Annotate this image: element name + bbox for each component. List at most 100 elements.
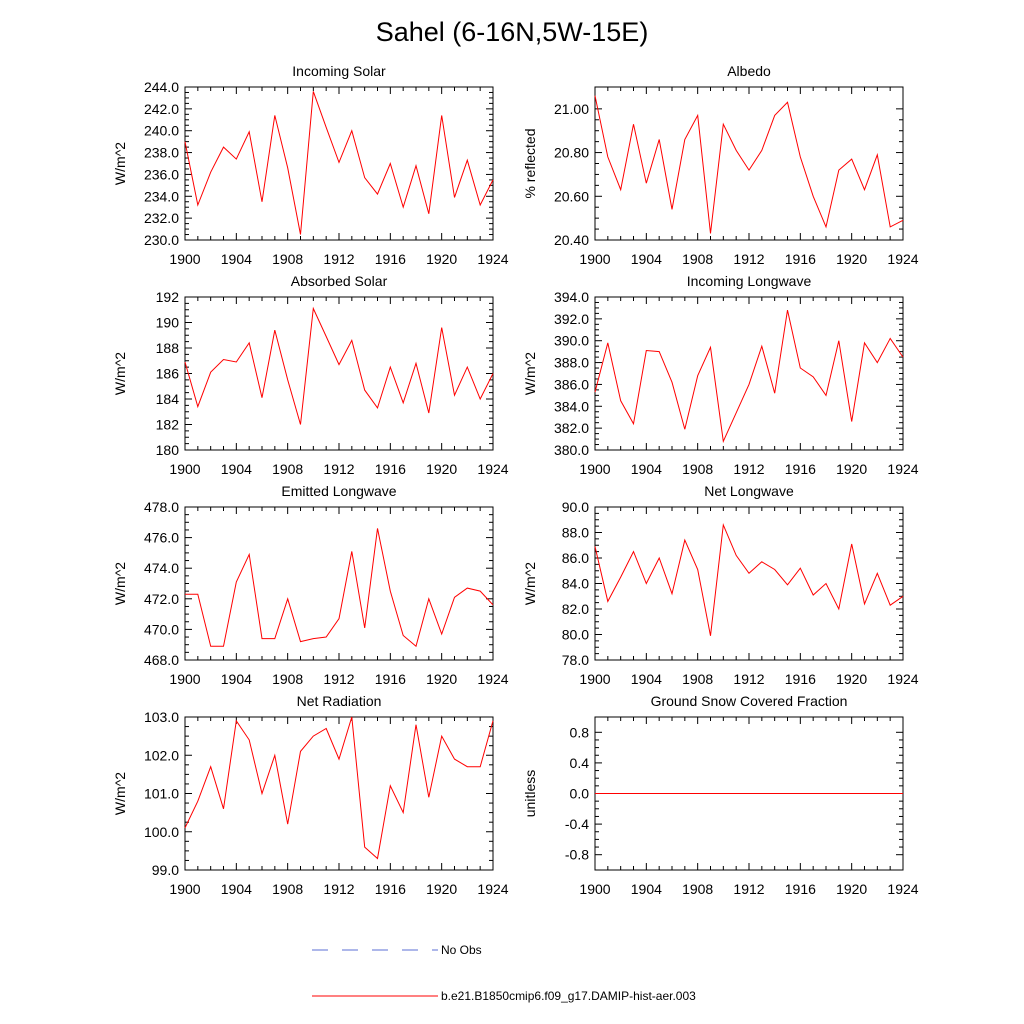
y-tick-label: 20.40 (554, 232, 589, 248)
y-tick-label: 103.0 (144, 709, 179, 725)
y-tick-label: 384.0 (554, 398, 589, 414)
y-tick-label: 21.00 (554, 101, 589, 117)
chart-panel: Albedo 1900 1904 1908 1912 1916 1920 1924 20.40 2… (522, 63, 919, 267)
panel-title: Albedo (727, 63, 771, 79)
y-axis-label: % reflected (522, 128, 538, 198)
panel-title: Net Longwave (704, 483, 794, 499)
y-axis-label: W/m^2 (112, 562, 128, 605)
y-tick-label: 180 (156, 442, 180, 458)
x-tick-label: 1924 (887, 251, 918, 267)
y-tick-label: 382.0 (554, 420, 589, 436)
y-tick-label: 20.80 (554, 145, 589, 161)
x-tick-label: 1920 (426, 461, 457, 477)
y-tick-label: 238.0 (144, 145, 179, 161)
y-tick-label: 80.0 (562, 627, 589, 643)
x-tick-label: 1912 (733, 461, 764, 477)
plot-frame (184, 506, 494, 661)
y-tick-label: 100.0 (144, 824, 179, 840)
panels: Incoming Solar 1900 1904 1908 1912 1916 1920 19… (112, 63, 919, 897)
x-tick-label: 1908 (272, 251, 303, 267)
y-axis-label: unitless (522, 770, 538, 817)
x-tick-label: 1916 (785, 461, 816, 477)
y-axis-label: W/m^2 (522, 562, 538, 605)
y-tick-label: -0.8 (565, 847, 589, 863)
x-tick-label: 1924 (477, 881, 508, 897)
x-tick-label: 1924 (477, 461, 508, 477)
x-tick-label: 1904 (631, 461, 662, 477)
y-tick-label: 234.0 (144, 188, 179, 204)
y-axis-label: W/m^2 (522, 352, 538, 395)
x-tick-label: 1900 (579, 881, 610, 897)
x-tick-label: 1920 (426, 671, 457, 687)
y-tick-label: 474.0 (144, 560, 179, 576)
y-tick-label: 240.0 (144, 123, 179, 139)
series-line (594, 95, 904, 234)
plot-frame (594, 86, 904, 241)
series-line (184, 306, 494, 425)
x-tick-label: 1920 (836, 671, 867, 687)
x-tick-label: 1904 (221, 461, 252, 477)
y-tick-label: 78.0 (562, 652, 589, 668)
y-tick-label: 236.0 (144, 166, 179, 182)
x-tick-label: 1908 (272, 461, 303, 477)
x-tick-label: 1912 (733, 251, 764, 267)
plot-frame (594, 506, 904, 661)
series-line (594, 522, 904, 636)
x-tick-label: 1912 (733, 671, 764, 687)
y-tick-label: 380.0 (554, 442, 589, 458)
x-tick-label: 1912 (733, 881, 764, 897)
y-tick-label: 0.0 (570, 786, 590, 802)
y-tick-label: 392.0 (554, 311, 589, 327)
x-tick-label: 1916 (785, 671, 816, 687)
chart-panel: Emitted Longwave 1900 1904 1908 1912 1916 1920… (112, 483, 509, 687)
y-tick-label: 0.4 (570, 755, 590, 771)
x-tick-label: 1916 (375, 671, 406, 687)
x-tick-label: 1916 (375, 251, 406, 267)
series-line (185, 528, 494, 648)
x-tick-label: 1908 (272, 881, 303, 897)
x-tick-label: 1908 (682, 881, 713, 897)
y-tick-label: 0.8 (570, 724, 590, 740)
x-tick-label: 1908 (272, 671, 303, 687)
panel-title: Emitted Longwave (281, 483, 396, 499)
panel-title: Incoming Solar (292, 63, 386, 79)
y-tick-label: 86.0 (562, 550, 589, 566)
y-tick-label: 88.0 (562, 525, 589, 541)
x-tick-label: 1900 (169, 671, 200, 687)
x-tick-label: 1904 (631, 251, 662, 267)
y-tick-label: 472.0 (144, 591, 179, 607)
y-tick-label: 386.0 (554, 376, 589, 392)
y-tick-label: 468.0 (144, 652, 179, 668)
x-tick-label: 1924 (887, 671, 918, 687)
y-tick-label: 244.0 (144, 79, 179, 95)
y-tick-label: 394.0 (554, 289, 589, 305)
chart-panel: Incoming Solar 1900 1904 1908 1912 1916 1920 19… (112, 63, 509, 267)
panel-title: Ground Snow Covered Fraction (651, 693, 848, 709)
series-line (184, 716, 494, 860)
figure-title: Sahel (6-16N,5W-15E) (376, 17, 649, 47)
y-tick-label: 470.0 (144, 621, 179, 637)
chart-panel: Net Radiation 1900 1904 1908 1912 1916 1920 192… (112, 693, 509, 897)
x-tick-label: 1924 (887, 461, 918, 477)
plot-frame (184, 296, 494, 451)
x-tick-label: 1904 (631, 671, 662, 687)
y-tick-label: 99.0 (152, 862, 179, 878)
x-tick-label: 1924 (477, 671, 508, 687)
x-tick-label: 1916 (375, 461, 406, 477)
y-tick-label: 478.0 (144, 499, 179, 515)
x-tick-label: 1900 (579, 251, 610, 267)
panel-title: Incoming Longwave (687, 273, 812, 289)
y-tick-label: 20.60 (554, 188, 589, 204)
series-line (184, 91, 494, 235)
y-tick-label: 102.0 (144, 747, 179, 763)
x-tick-label: 1924 (887, 881, 918, 897)
legend: No Obs b.e21.B1850cmip6.f09_g17.DAMIP-hi… (312, 943, 696, 1003)
plot-frame (594, 296, 904, 451)
y-tick-label: 388.0 (554, 355, 589, 371)
x-tick-label: 1904 (221, 251, 252, 267)
x-tick-label: 1904 (631, 881, 662, 897)
chart-panel: Absorbed Solar 1900 1904 1908 1912 1916 1920 19… (112, 273, 509, 477)
y-tick-label: 184 (156, 391, 180, 407)
y-axis-label: W/m^2 (112, 142, 128, 185)
